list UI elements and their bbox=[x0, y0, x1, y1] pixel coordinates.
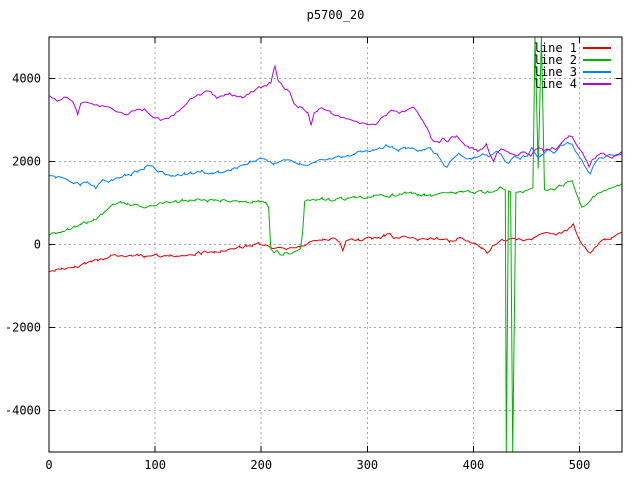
x-tick-label: 200 bbox=[250, 458, 272, 472]
x-tick-label: 400 bbox=[463, 458, 485, 472]
x-tick-label: 500 bbox=[569, 458, 591, 472]
series-line-4 bbox=[49, 64, 622, 169]
chart-title: p5700_20 bbox=[306, 8, 365, 22]
series-line-3 bbox=[49, 141, 622, 190]
series-line-2 bbox=[49, 37, 622, 452]
grid bbox=[49, 37, 622, 452]
x-tick-label: 300 bbox=[356, 458, 378, 472]
y-tick-label: 2000 bbox=[12, 155, 41, 169]
axis-ticks bbox=[48, 37, 622, 452]
legend-label: line 3 bbox=[534, 65, 577, 79]
plot-border bbox=[48, 36, 623, 453]
series-line-1 bbox=[49, 222, 622, 273]
x-tick-label: 100 bbox=[144, 458, 166, 472]
series-group bbox=[49, 37, 622, 452]
y-tick-label: 0 bbox=[34, 238, 41, 252]
x-tick-label: 0 bbox=[45, 458, 52, 472]
y-tick-label: -2000 bbox=[5, 321, 41, 335]
axis-labels: 0 100 200 300 400 500 -4000 -2000 0 2000 4000 bbox=[5, 72, 591, 473]
y-tick-label: -4000 bbox=[5, 404, 41, 418]
legend-label: line 1 bbox=[534, 41, 577, 55]
legend-label: line 4 bbox=[534, 77, 577, 91]
legend-label: line 2 bbox=[534, 53, 577, 67]
y-tick-label: 4000 bbox=[12, 72, 41, 86]
